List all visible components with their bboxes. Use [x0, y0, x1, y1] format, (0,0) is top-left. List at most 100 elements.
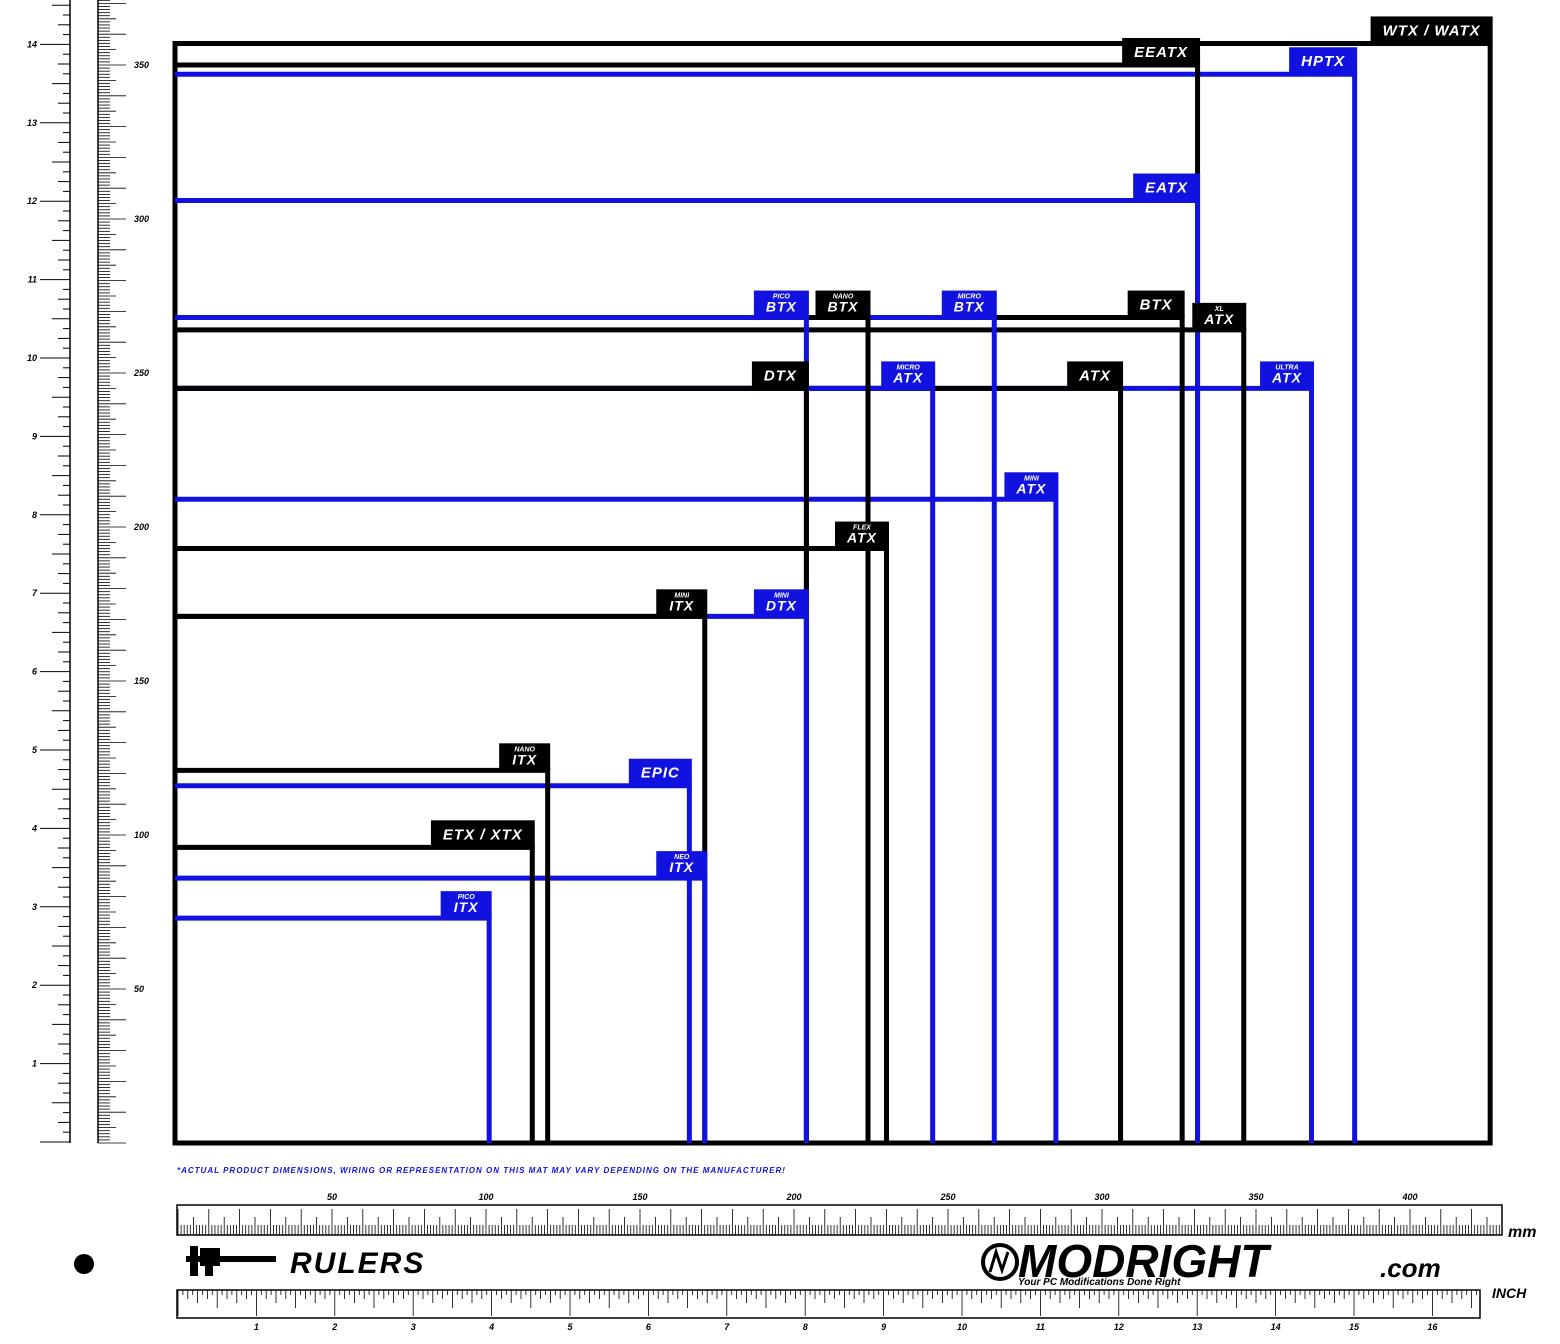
label-box	[1370, 16, 1493, 44]
ruler-label: 2	[31, 980, 37, 990]
board-outline	[175, 315, 871, 1143]
label-box	[499, 743, 551, 771]
ruler-label: 15	[1349, 1322, 1360, 1332]
board-label: BTX	[1127, 290, 1185, 318]
board-name: BTX	[766, 299, 798, 315]
board-label: EATX	[1133, 173, 1201, 201]
label-box	[751, 361, 809, 389]
ruler-body	[176, 1204, 1503, 1236]
ruler-label: 5	[32, 745, 38, 755]
label-box	[815, 290, 871, 318]
board-label: ETX / XTX	[430, 820, 535, 848]
ruler-label: 150	[134, 676, 149, 686]
board-outline	[175, 198, 1201, 1143]
board-prefix: ULTRA	[1275, 364, 1298, 371]
ruler-label: 3	[411, 1322, 416, 1332]
board-name: ITX	[669, 597, 694, 613]
board-prefix: MINI	[674, 592, 690, 599]
board-name: BTX	[1140, 297, 1173, 314]
board-prefix: XL	[1214, 306, 1224, 313]
ruler-label: 300	[134, 214, 149, 224]
ruler-label: 14	[1271, 1322, 1281, 1332]
ruler-body	[176, 1289, 1481, 1319]
board-prefix: PICO	[458, 894, 476, 901]
ruler-label: 50	[327, 1192, 337, 1202]
board-name: ITX	[454, 899, 479, 915]
board-name: ATX	[1078, 367, 1111, 384]
disclaimer: *ACTUAL PRODUCT DIMENSIONS, WIRING OR RE…	[177, 1166, 786, 1175]
label-box	[628, 758, 692, 786]
label-box	[1289, 47, 1358, 75]
board-prefix: FLEX	[853, 525, 872, 532]
ruler-label: 1	[254, 1322, 259, 1332]
ruler-label: 150	[632, 1192, 647, 1202]
label-box	[1260, 361, 1315, 389]
board-name: HPTX	[1301, 53, 1345, 70]
rulers-title: RULERS	[290, 1247, 425, 1280]
ruler-label: 250	[939, 1192, 955, 1202]
ruler-label: 3	[32, 902, 37, 912]
ruler-label: 10	[27, 353, 37, 363]
label-box	[753, 589, 809, 617]
ruler-label: 11	[1036, 1322, 1045, 1332]
ruler-label: 50	[134, 984, 144, 994]
board-outline	[175, 496, 1059, 1143]
board-outline	[175, 315, 997, 1143]
ruler-label: 250	[133, 368, 149, 378]
board-prefix: NANO	[833, 294, 854, 301]
board-prefix: MINI	[774, 592, 790, 599]
label-box	[1192, 302, 1247, 330]
ruler-label: 2	[331, 1322, 337, 1332]
board-name: ATX	[892, 369, 924, 385]
label-box	[656, 851, 708, 879]
ruler-label: 6	[646, 1322, 652, 1332]
board-label: DTX	[751, 361, 809, 389]
label-box	[1067, 361, 1124, 389]
board-name: WTX / WATX	[1383, 22, 1481, 39]
ruler-label: 13	[27, 118, 37, 128]
ruler-label: 8	[803, 1322, 808, 1332]
ruler-label: 6	[32, 667, 38, 677]
label-box	[881, 361, 936, 389]
ruler-label: 300	[1094, 1192, 1109, 1202]
board-prefix: NEO	[674, 854, 690, 861]
board-outline	[175, 315, 1185, 1143]
label-box	[1127, 290, 1185, 318]
board-prefix: MICRO	[897, 364, 921, 371]
board-label: HPTX	[1289, 47, 1358, 75]
board-outline	[175, 327, 1247, 1143]
caliper-icon	[186, 1246, 276, 1276]
board-name: ITX	[669, 859, 694, 875]
board-name: EATX	[1145, 180, 1188, 197]
board-name: ETX / XTX	[443, 826, 523, 843]
ruler-label: 5	[567, 1322, 573, 1332]
board-outline	[172, 40, 1493, 1146]
ruler-label: 350	[1248, 1192, 1263, 1202]
label-box	[1004, 472, 1059, 500]
brand-suffix: .com	[1380, 1253, 1441, 1283]
label-box	[440, 891, 492, 919]
ruler-label: 350	[134, 60, 149, 70]
ruler-label: 4	[488, 1322, 494, 1332]
board-name: ATX	[1271, 369, 1303, 385]
ruler-label: 100	[478, 1192, 493, 1202]
label-box	[1122, 38, 1201, 65]
board-prefix: PICO	[773, 294, 791, 301]
board-label: ATX	[1067, 361, 1124, 389]
dot	[74, 1254, 94, 1274]
label-box	[753, 290, 809, 318]
board-name: EEATX	[1134, 44, 1188, 61]
ruler-label: 1	[32, 1059, 37, 1069]
ruler-label: 400	[1401, 1192, 1417, 1202]
label-box	[430, 820, 535, 848]
label-box	[656, 589, 708, 617]
board-name: BTX	[954, 299, 986, 315]
